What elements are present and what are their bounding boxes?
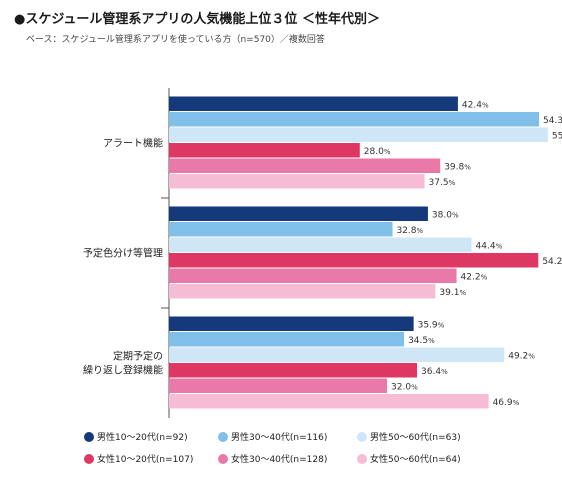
bar-value-label: 42.2% xyxy=(461,272,488,282)
legend-swatch xyxy=(357,431,367,442)
legend-swatch xyxy=(218,431,228,442)
bar-value-label: 54.2% xyxy=(542,257,562,267)
bar xyxy=(169,96,458,111)
legend-item: 男性50〜60代(n=63) xyxy=(357,430,497,443)
bar xyxy=(169,222,393,237)
bar-value-label: 36.4% xyxy=(421,367,448,377)
bar xyxy=(169,174,425,189)
category-label: 予定色分け等管理 xyxy=(83,247,163,260)
bar-value-label: 32.8% xyxy=(396,226,423,236)
legend-label: 女性30〜40代(n=128) xyxy=(231,455,328,465)
bar-value-label: 28.0% xyxy=(364,147,391,157)
bar xyxy=(169,284,436,299)
bar-value-label: 49.2% xyxy=(508,351,535,361)
bar-value-label: 42.4% xyxy=(462,100,489,110)
chart-subtitle: ベース：スケジュール管理系アプリを使っている方（n=570）／複数回答 xyxy=(26,35,325,45)
bar-value-label: 39.1% xyxy=(439,288,466,298)
bar-value-label: 55.6% xyxy=(552,131,562,141)
bar-value-label: 37.5% xyxy=(429,178,456,188)
category-label: アラート機能 xyxy=(103,137,163,150)
legend-label: 男性10〜20代(n=92) xyxy=(97,433,188,443)
bar xyxy=(169,316,414,331)
legend-label: 男性30〜40代(n=116) xyxy=(231,433,328,443)
bar xyxy=(169,347,505,362)
bar-value-label: 35.9% xyxy=(418,320,445,330)
bar-chart: アラート機能 42.4% 54.3% 55.6% 28.0% 39.8% 37.5% 予定色分… xyxy=(83,88,562,418)
legend-item: 男性30〜40代(n=116) xyxy=(218,430,353,443)
legend: 男性10〜20代(n=92) 男性30〜40代(n=116) 男性50〜60代(n=… xyxy=(84,430,524,465)
bar-value-label: 34.5% xyxy=(408,336,435,346)
bar xyxy=(169,158,441,173)
bar xyxy=(169,363,418,378)
legend-swatch xyxy=(84,431,94,442)
bar-value-label: 32.0% xyxy=(391,382,418,392)
category-label: 定期予定の xyxy=(113,350,163,363)
bar xyxy=(169,253,539,268)
bar xyxy=(169,332,405,347)
legend-item: 女性30〜40代(n=128) xyxy=(218,452,353,465)
legend-item: 女性10〜20代(n=107) xyxy=(84,452,214,465)
legend-label: 女性10〜20代(n=107) xyxy=(97,455,194,465)
bar xyxy=(169,268,457,283)
bar xyxy=(169,237,472,252)
bar xyxy=(169,112,539,127)
bar xyxy=(169,127,548,142)
bar xyxy=(169,206,428,221)
bar xyxy=(169,143,360,158)
legend-swatch xyxy=(218,453,228,464)
chart-title: ●スケジュール管理系アプリの人気機能上位３位 ＜性年代別＞ xyxy=(14,12,380,27)
bar-value-label: 46.9% xyxy=(493,398,520,408)
bar xyxy=(169,394,489,409)
legend-label: 男性50〜60代(n=63) xyxy=(370,433,461,443)
legend-swatch xyxy=(357,453,367,464)
legend-swatch xyxy=(84,453,94,464)
bar xyxy=(169,378,388,393)
bar-value-label: 38.0% xyxy=(432,210,459,220)
legend-label: 女性50〜60代(n=64) xyxy=(370,455,461,465)
legend-item: 男性10〜20代(n=92) xyxy=(84,430,214,443)
legend-item: 女性50〜60代(n=64) xyxy=(357,452,497,465)
bar-value-label: 44.4% xyxy=(476,241,503,251)
bar-value-label: 54.3% xyxy=(543,116,562,126)
category-label: 繰り返し登録機能 xyxy=(83,364,163,377)
bar-value-label: 39.8% xyxy=(444,162,471,172)
